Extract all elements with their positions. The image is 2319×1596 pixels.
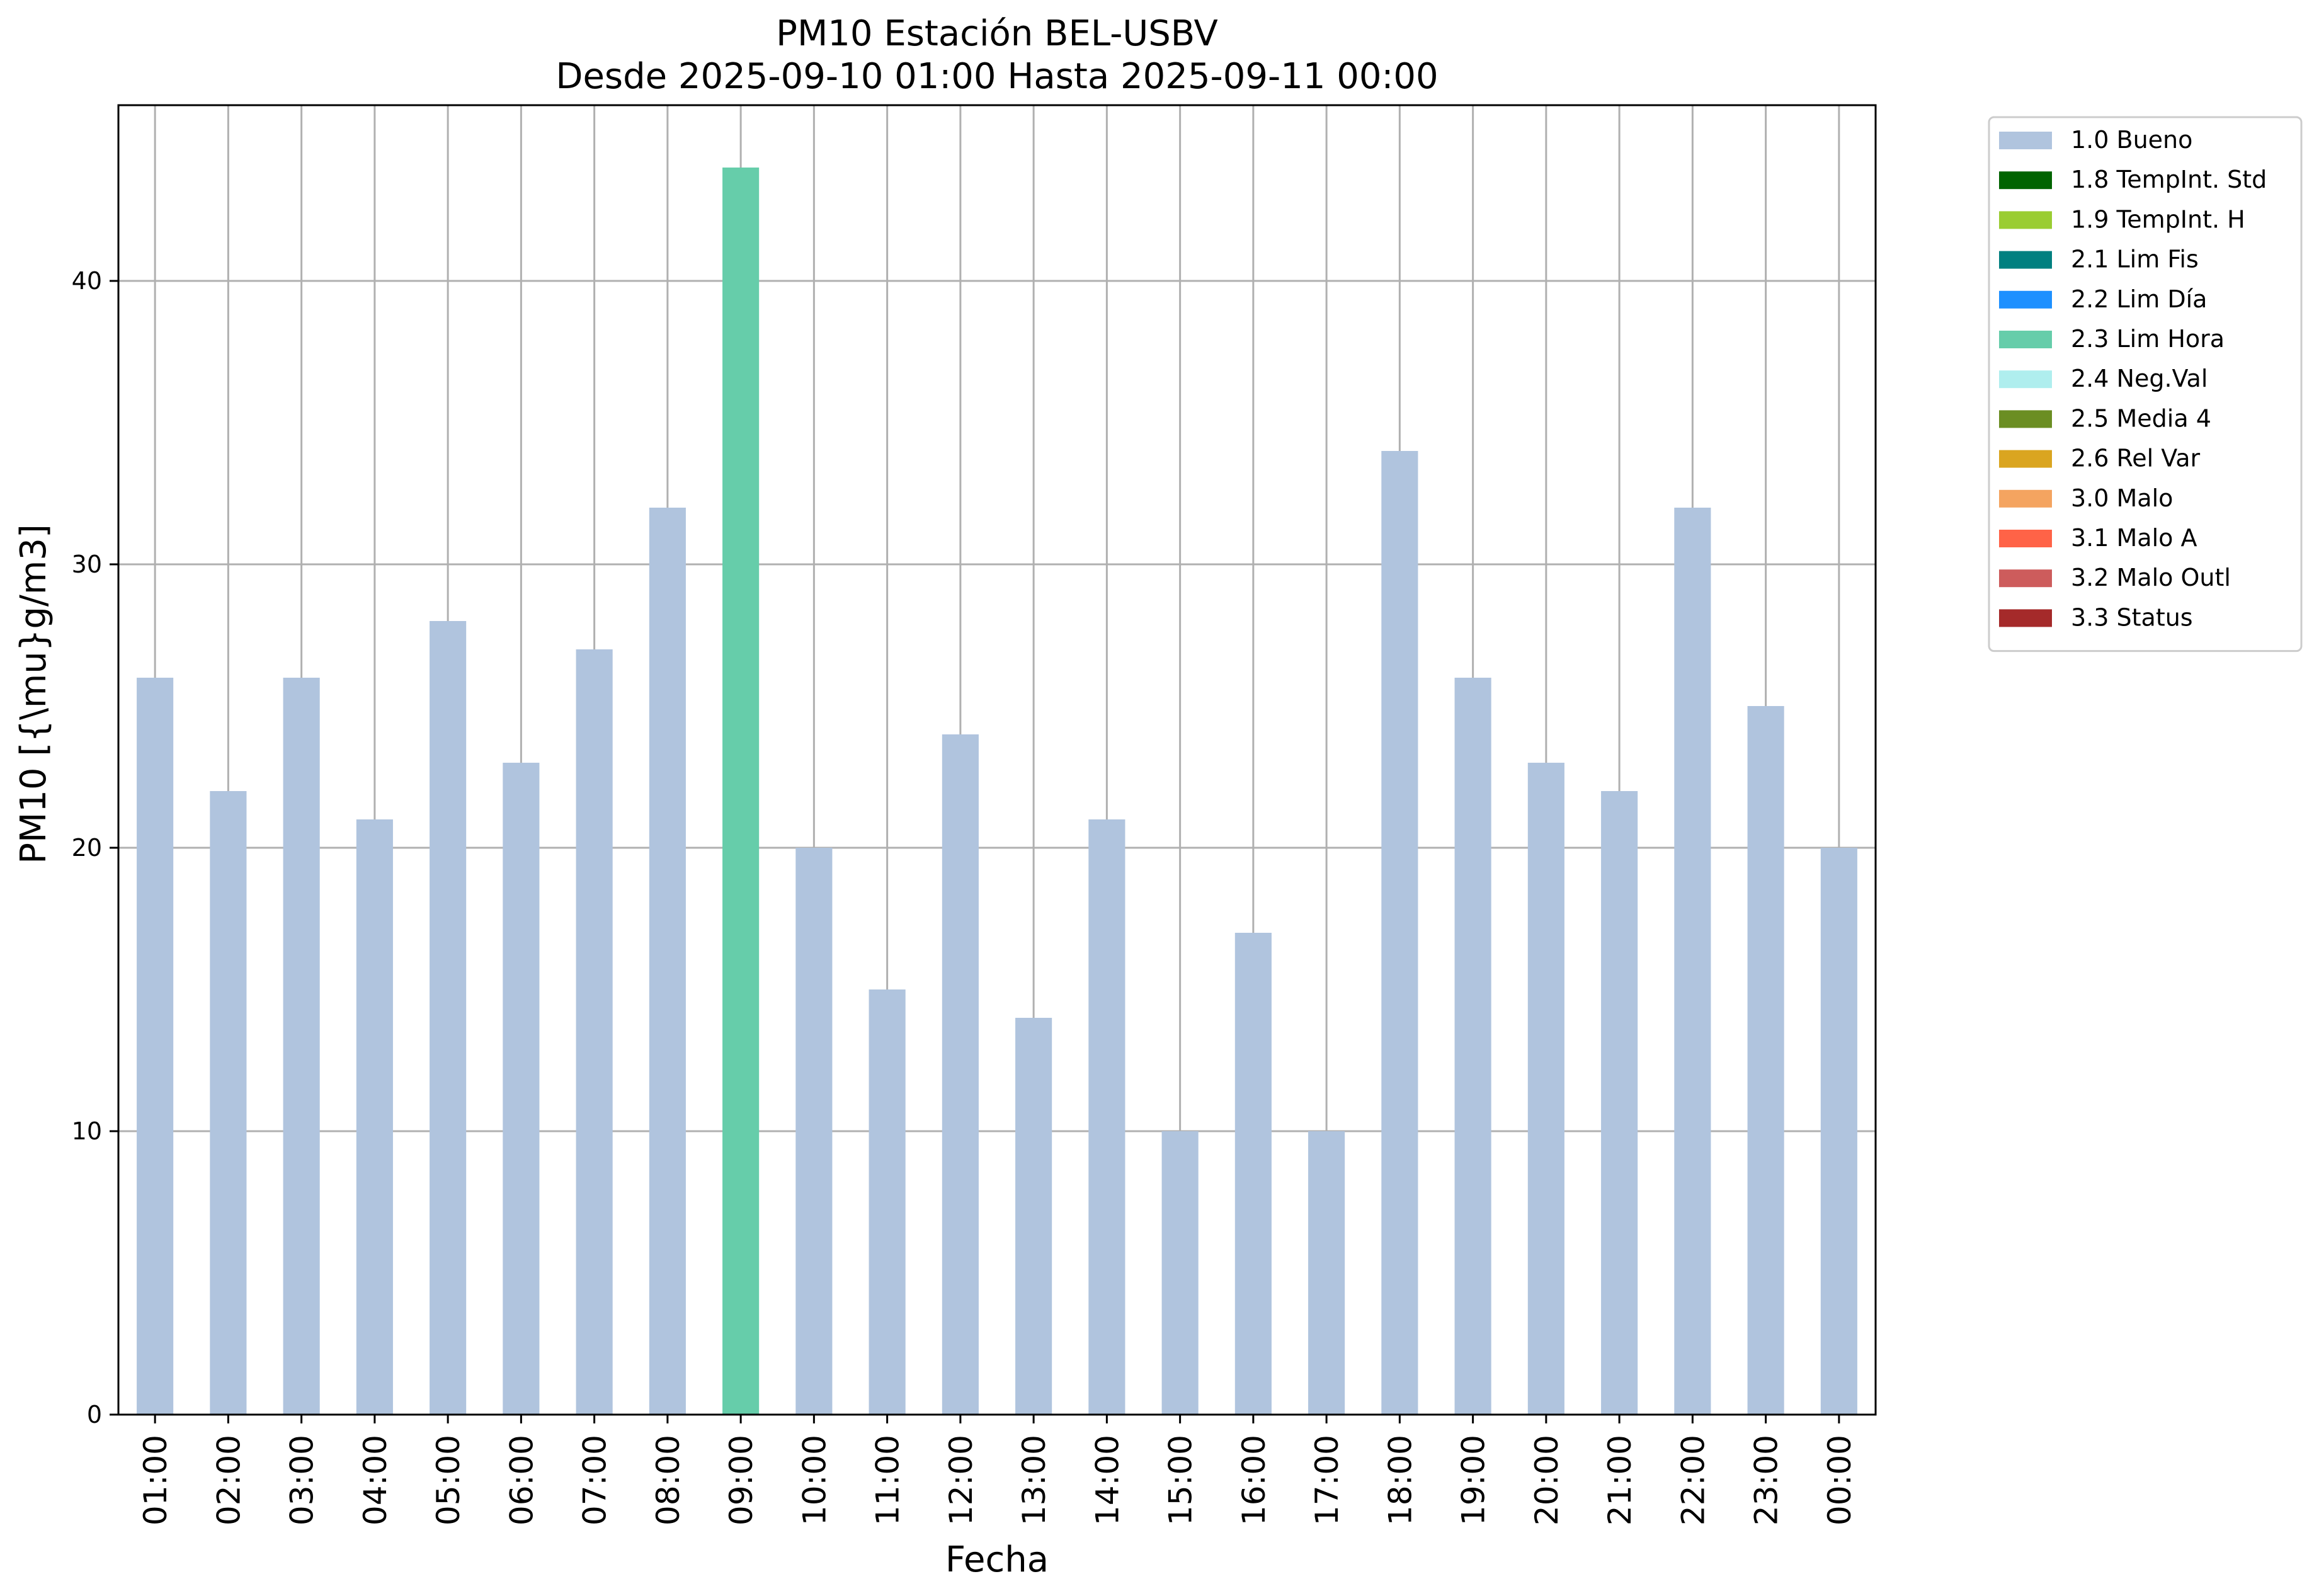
- y-tick-label: 30: [72, 550, 102, 578]
- legend: 1.0 Bueno 1.8 TempInt. Std 1.9 TempInt. H 2…: [1988, 116, 2303, 653]
- x-tick-label: 16:00: [1236, 1435, 1272, 1525]
- bar-1300: [1015, 1018, 1052, 1415]
- bar-0100: [137, 678, 174, 1415]
- y-axis-ticks: 0 10 20 30 40: [72, 267, 118, 1428]
- bar-2000: [1527, 763, 1564, 1415]
- bar-0500: [430, 621, 467, 1415]
- y-axis-label: PM10 [{\mu}g/m3]: [13, 524, 54, 864]
- bar-1600: [1234, 933, 1272, 1415]
- x-tick-label: 21:00: [1602, 1435, 1638, 1525]
- y-tick-label: 20: [72, 834, 102, 862]
- x-tick-label: 01:00: [137, 1435, 174, 1525]
- x-tick-label: 19:00: [1456, 1435, 1492, 1525]
- bar-0000: [1820, 848, 1857, 1415]
- legend-label: 2.3 Lim Hora: [2071, 325, 2225, 353]
- legend-swatch: [1999, 569, 2052, 588]
- x-tick-label: 09:00: [723, 1435, 760, 1525]
- legend-swatch: [1999, 251, 2052, 269]
- bar-1200: [942, 734, 979, 1415]
- legend-swatch: [1999, 450, 2052, 468]
- legend-label: 3.0 Malo: [2071, 484, 2173, 512]
- legend-swatch: [1999, 489, 2052, 508]
- legend-swatch: [1999, 331, 2052, 348]
- bar-0700: [576, 649, 613, 1415]
- x-tick-label: 15:00: [1163, 1435, 1199, 1525]
- legend-swatch: [1999, 410, 2052, 428]
- x-axis-label: Fecha: [945, 1539, 1049, 1580]
- x-tick-label: 00:00: [1821, 1435, 1858, 1525]
- x-tick-label: 05:00: [430, 1435, 467, 1525]
- legend-swatch: [1999, 171, 2052, 190]
- legend-label: 2.2 Lim Día: [2071, 285, 2207, 313]
- x-tick-label: 07:00: [577, 1435, 613, 1525]
- y-tick-label: 0: [87, 1401, 102, 1428]
- bar-2200: [1674, 508, 1711, 1415]
- x-tick-label: 23:00: [1748, 1435, 1785, 1525]
- x-tick-label: 14:00: [1089, 1435, 1125, 1525]
- chart-subtitle: Desde 2025-09-10 01:00 Hasta 2025-09-11 …: [556, 56, 1438, 97]
- legend-label: 3.2 Malo Outl: [2071, 564, 2231, 591]
- legend-swatch: [1999, 530, 2052, 547]
- bar-1700: [1308, 1131, 1345, 1415]
- x-tick-label: 08:00: [650, 1435, 687, 1525]
- plot-frame: [117, 104, 1877, 1416]
- legend-swatch: [1999, 609, 2052, 627]
- x-tick-label: 02:00: [210, 1435, 247, 1525]
- bar-1900: [1454, 678, 1491, 1415]
- x-tick-label: 04:00: [357, 1435, 394, 1525]
- legend-swatch: [1999, 290, 2052, 309]
- legend-label: 3.3 Status: [2071, 603, 2193, 631]
- bar-0300: [283, 678, 320, 1415]
- legend-label: 2.4 Neg.Val: [2071, 365, 2208, 392]
- bar-0600: [503, 763, 540, 1415]
- chart-title: PM10 Estación BEL-USBV: [776, 13, 1218, 54]
- legend-box: [1988, 116, 2303, 653]
- legend-label: 1.9 TempInt. H: [2071, 205, 2245, 233]
- legend-label: 2.5 Media 4: [2071, 404, 2211, 432]
- legend-label: 1.0 Bueno: [2071, 126, 2192, 154]
- bar-1800: [1381, 451, 1418, 1415]
- bar-0200: [210, 791, 247, 1415]
- y-tick-label: 40: [72, 267, 102, 295]
- x-tick-label: 06:00: [503, 1435, 540, 1525]
- bar-1400: [1088, 819, 1125, 1415]
- legend-label: 2.6 Rel Var: [2071, 445, 2201, 472]
- bar-0400: [356, 819, 393, 1415]
- x-tick-label: 22:00: [1675, 1435, 1711, 1525]
- x-tick-label: 13:00: [1016, 1435, 1052, 1525]
- x-tick-label: 20:00: [1529, 1435, 1565, 1525]
- bar-2100: [1601, 791, 1638, 1415]
- legend-swatch: [1999, 370, 2052, 389]
- legend-swatch: [1999, 132, 2052, 149]
- x-tick-label: 03:00: [284, 1435, 321, 1525]
- bar-1000: [795, 848, 833, 1415]
- bar-0900: [722, 168, 760, 1415]
- y-tick-label: 10: [72, 1117, 102, 1145]
- bar-0800: [649, 508, 686, 1415]
- bar-1100: [869, 989, 906, 1415]
- legend-label: 2.1 Lim Fis: [2071, 246, 2199, 273]
- x-tick-label: 11:00: [870, 1435, 906, 1525]
- bars-layer: [137, 168, 1857, 1415]
- x-tick-label: 12:00: [943, 1435, 979, 1525]
- legend-label: 1.8 TempInt. Std: [2071, 166, 2267, 193]
- x-tick-label: 18:00: [1382, 1435, 1418, 1525]
- bar-2300: [1747, 706, 1784, 1415]
- legend-swatch: [1999, 211, 2052, 229]
- x-axis-ticks: 01:00 02:00 03:00 04:00 05:00 06:00 07:00 08:00…: [137, 1415, 1858, 1525]
- x-tick-label: 17:00: [1309, 1435, 1345, 1525]
- legend-label: 3.1 Malo A: [2071, 524, 2197, 552]
- x-tick-label: 10:00: [796, 1435, 833, 1525]
- axes-layer: [117, 104, 1877, 1416]
- bar-1500: [1161, 1131, 1199, 1415]
